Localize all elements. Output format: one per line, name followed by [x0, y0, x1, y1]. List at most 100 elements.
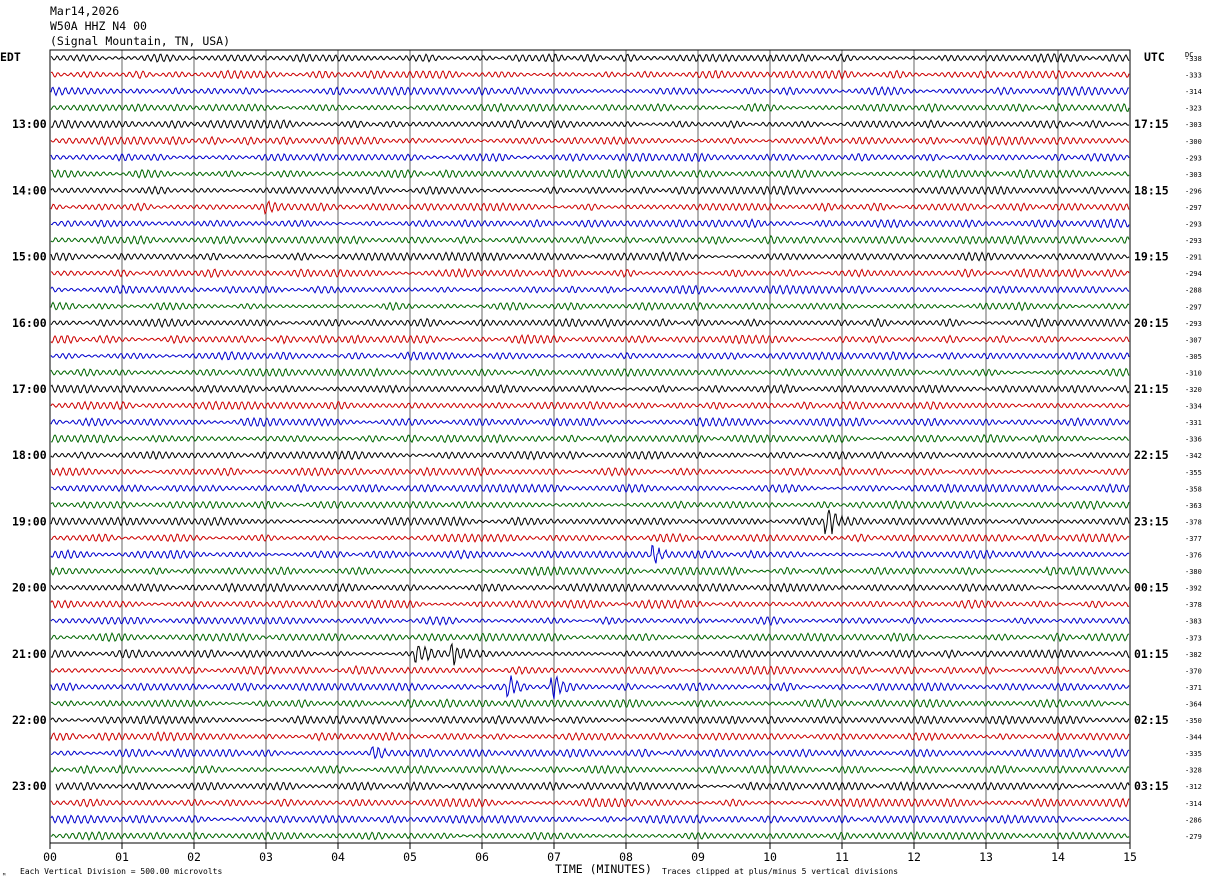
dc-offset-label: -370	[1185, 667, 1202, 675]
trace-line	[50, 317, 1130, 329]
location-label: (Signal Mountain, TN, USA)	[50, 34, 231, 48]
left-hour-label: 21:00	[12, 647, 47, 661]
right-hour-label: 18:15	[1134, 183, 1169, 197]
seismic-traces	[50, 52, 1130, 841]
left-hour-labels: 13:00 14:00 15:00 16:00 17:00 18:00 19:00 20:00…	[12, 117, 47, 793]
trace-line	[50, 830, 1130, 841]
dc-offset-label: -305	[1185, 353, 1202, 361]
left-hour-label: 23:00	[12, 779, 47, 793]
left-hour-label: 18:00	[12, 448, 47, 462]
trace-line	[50, 102, 1130, 114]
dc-offset-label: -334	[1185, 403, 1202, 411]
right-hour-label: 23:15	[1134, 514, 1169, 528]
x-tick-label: 06	[475, 850, 489, 864]
plot-frame	[49, 49, 1131, 844]
right-hour-label: 19:15	[1134, 250, 1169, 264]
dc-offset-label: -293	[1185, 320, 1202, 328]
dc-offset-label: -303	[1185, 121, 1202, 129]
trace-line	[50, 234, 1130, 246]
right-timezone-label: UTC	[1144, 50, 1165, 64]
trace-line	[50, 483, 1130, 494]
dc-offset-label: -363	[1185, 502, 1202, 510]
x-tick-label: 04	[331, 850, 345, 864]
dc-offset-label: -335	[1185, 750, 1202, 758]
dc-offset-labels: -338 -333 -314 -323 -303 -300 -293 -303 -296 -297…	[1185, 55, 1202, 841]
trace-line	[50, 152, 1130, 163]
trace-line	[50, 168, 1130, 179]
right-hour-label: 01:15	[1134, 647, 1169, 661]
dc-offset-label: -288	[1185, 287, 1202, 295]
dc-offset-label: -371	[1185, 684, 1202, 692]
dc-offset-label: -296	[1185, 187, 1202, 195]
dc-offset-label: -355	[1185, 469, 1202, 477]
trace-line	[50, 544, 1130, 564]
dc-offset-label: -293	[1185, 154, 1202, 162]
x-tick-labels: 00 01 02 03 04 05 06 07 08 09 10 11 12 13 14 15	[43, 850, 1137, 864]
dc-offset-label: -377	[1185, 535, 1202, 543]
trace-line	[50, 466, 1130, 477]
right-hour-labels: 17:15 18:15 19:15 20:15 21:15 22:15 23:15 00:15…	[1134, 117, 1169, 793]
dc-offset-label: -392	[1185, 585, 1202, 593]
trace-line	[50, 532, 1130, 543]
trace-line	[50, 582, 1130, 593]
dc-offset-label: -293	[1185, 237, 1202, 245]
dc-offset-label: -279	[1185, 833, 1202, 841]
dc-offset-label: -310	[1185, 369, 1202, 377]
trace-line	[50, 284, 1130, 296]
trace-line	[50, 200, 1130, 215]
x-tick-label: 09	[691, 850, 705, 864]
right-hour-label: 20:15	[1134, 316, 1169, 330]
dc-offset-label: -376	[1185, 552, 1202, 560]
dc-offset-label: -380	[1185, 568, 1202, 576]
corner-mark: ᴹ	[2, 872, 6, 880]
dc-offset-label: -373	[1185, 634, 1202, 642]
dc-offset-label: -383	[1185, 618, 1202, 626]
dc-offset-label: -344	[1185, 734, 1202, 742]
trace-line	[50, 499, 1130, 511]
x-tick-label: 05	[403, 850, 417, 864]
trace-line	[50, 184, 1130, 196]
trace-line	[50, 267, 1130, 279]
trace-line	[50, 615, 1130, 627]
x-tick-label: 08	[619, 850, 633, 864]
station-label: W50A HHZ N4 00	[50, 19, 147, 33]
dc-offset-label: -338	[1185, 55, 1202, 63]
trace-line	[50, 450, 1130, 461]
trace-line	[50, 598, 1130, 610]
trace-line	[50, 642, 1130, 666]
trace-line	[50, 383, 1130, 395]
trace-line	[55, 781, 1130, 792]
dc-offset-label: -314	[1185, 88, 1202, 96]
dc-offset-label: -312	[1185, 783, 1202, 791]
trace-line	[50, 416, 1130, 428]
right-hour-label: 02:15	[1134, 713, 1169, 727]
trace-line	[50, 400, 1130, 411]
trace-line	[50, 52, 1130, 64]
dc-offset-label: -333	[1185, 72, 1202, 80]
trace-line	[50, 675, 1130, 700]
left-timezone-label: EDT	[0, 50, 21, 64]
dc-offset-label: -297	[1185, 303, 1202, 311]
dc-offset-label: -291	[1185, 254, 1202, 262]
trace-line	[50, 664, 1130, 676]
trace-line	[50, 731, 1130, 742]
right-hour-label: 22:15	[1134, 448, 1169, 462]
trace-line	[50, 746, 1130, 760]
x-tick-label: 03	[259, 850, 273, 864]
dc-offset-label: -320	[1185, 386, 1202, 394]
date-label: Mar14,2026	[50, 4, 120, 18]
trace-line	[50, 301, 1130, 312]
dc-offset-label: -293	[1185, 221, 1202, 229]
x-tick-label: 12	[907, 850, 921, 864]
dc-offset-label: -378	[1185, 601, 1202, 609]
left-hour-label: 14:00	[12, 183, 47, 197]
dc-header-label: DC	[1185, 51, 1193, 59]
dc-offset-label: -300	[1185, 138, 1202, 146]
x-tick-label: 14	[1051, 850, 1065, 864]
right-hour-label: 00:15	[1134, 581, 1169, 595]
dc-offset-label: -328	[1185, 767, 1202, 775]
dc-offset-label: -307	[1185, 336, 1202, 344]
trace-line	[50, 333, 1130, 345]
dc-offset-label: -303	[1185, 171, 1202, 179]
